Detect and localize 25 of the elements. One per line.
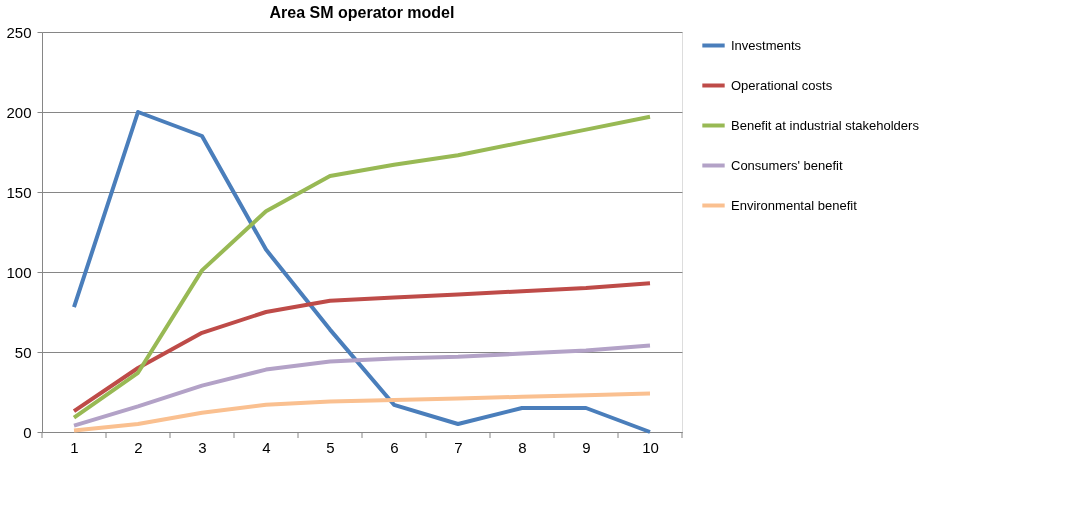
y-tick-label: 150 bbox=[6, 183, 32, 201]
y-tick-label: 250 bbox=[6, 23, 32, 41]
legend-label: Investments bbox=[731, 37, 802, 53]
x-tick-label: 9 bbox=[582, 438, 591, 456]
x-tick-label: 2 bbox=[134, 438, 143, 456]
legend-label: Benefit at industrial stakeholders bbox=[731, 117, 920, 133]
x-tick-label: 6 bbox=[390, 438, 399, 456]
legend-label: Environmental benefit bbox=[731, 197, 858, 213]
line-series bbox=[72, 281, 652, 414]
x-tick-label: 8 bbox=[518, 438, 527, 456]
chart-title: Area SM operator model bbox=[269, 4, 455, 21]
y-tick-label: 0 bbox=[23, 423, 32, 441]
x-tick-label: 10 bbox=[642, 438, 659, 456]
legend-label: Operational costs bbox=[731, 77, 833, 93]
legend-label: Consumers' benefit bbox=[731, 157, 843, 173]
x-tick-label: 4 bbox=[262, 438, 271, 456]
x-tick-label: 7 bbox=[454, 438, 463, 456]
x-tick-label: 3 bbox=[198, 438, 207, 456]
x-tick-label: 5 bbox=[326, 438, 335, 456]
line-series bbox=[72, 391, 652, 433]
x-tick-label: 1 bbox=[70, 438, 79, 456]
y-tick-label: 100 bbox=[6, 263, 32, 281]
line-series bbox=[72, 343, 652, 428]
y-tick-label: 200 bbox=[6, 103, 32, 121]
y-tick-label: 50 bbox=[14, 343, 32, 361]
